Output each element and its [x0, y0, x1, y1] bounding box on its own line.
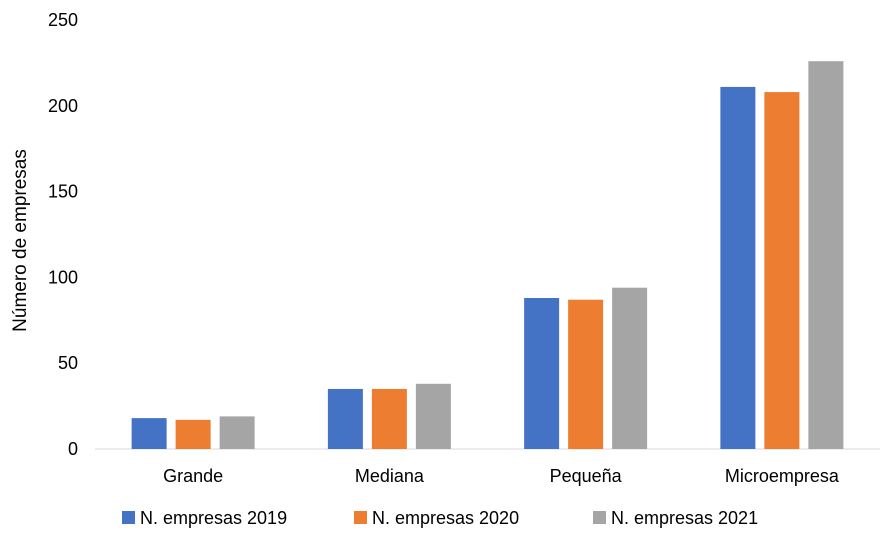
x-category-label: Mediana: [355, 466, 425, 486]
bar-mediana-3: [415, 383, 451, 449]
legend-label: N. empresas 2021: [611, 508, 758, 528]
y-tick-label: 50: [58, 353, 78, 373]
y-axis-ticks: 0 50 100 150 200 250: [48, 10, 78, 459]
bar-grande-1: [131, 418, 167, 449]
bar-pequeña-3: [612, 287, 648, 449]
bar-mediana-1: [327, 388, 363, 449]
y-tick-label: 200: [48, 96, 78, 116]
legend-label: N. empresas 2020: [372, 508, 519, 528]
legend-swatch: [354, 511, 367, 524]
y-axis-title: Número de empresas: [10, 149, 31, 332]
bar-pequeña-1: [524, 297, 560, 449]
y-tick-label: 0: [68, 439, 78, 459]
x-category-label: Grande: [163, 466, 223, 486]
legend-swatch: [122, 511, 135, 524]
bar-grande-2: [175, 419, 211, 449]
y-tick-label: 150: [48, 182, 78, 202]
y-tick-label: 100: [48, 267, 78, 287]
bar-microempresa-2: [764, 92, 800, 450]
legend: N. empresas 2019 N. empresas 2020 N. empre…: [122, 508, 758, 528]
bar-mediana-2: [371, 388, 407, 449]
bar-pequeña-2: [568, 299, 604, 449]
y-tick-label: 250: [48, 10, 78, 30]
x-category-label: Microempresa: [725, 466, 840, 486]
x-axis-categories: Grande Mediana Pequeña Microempresa: [163, 466, 840, 486]
bar-grande-3: [219, 416, 255, 449]
legend-label: N. empresas 2019: [140, 508, 287, 528]
x-category-label: Pequeña: [550, 466, 623, 486]
legend-swatch: [593, 511, 606, 524]
bars-group: [131, 61, 844, 450]
bar-microempresa-3: [808, 61, 844, 450]
bar-microempresa-1: [720, 86, 756, 449]
